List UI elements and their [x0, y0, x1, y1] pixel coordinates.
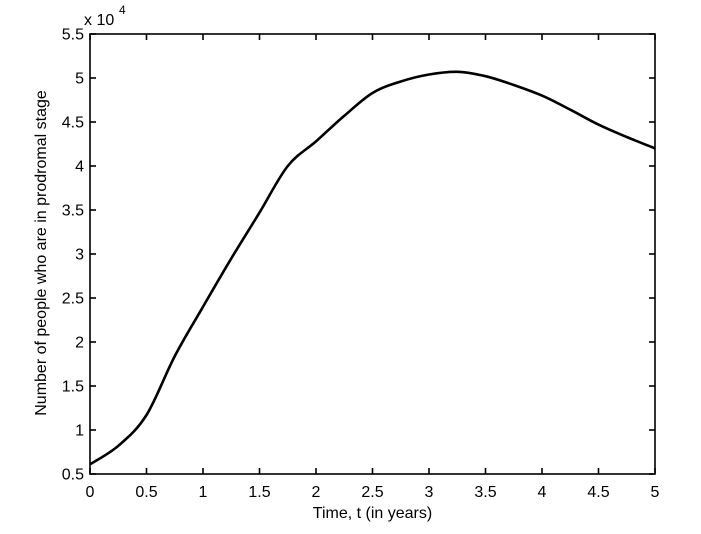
x-tick-label: 5 [651, 484, 660, 501]
y-tick-label: 4 [75, 159, 84, 176]
y-tick-label: 2 [75, 335, 84, 352]
y-axis-multiplier-base: x 10 [84, 12, 114, 29]
y-axis-label: Number of people who are in prodromal st… [33, 90, 50, 416]
y-tick-label: 1.5 [62, 379, 84, 396]
y-tick-label: 4.5 [62, 115, 84, 132]
series-curve-people-in-prodromal-stage [89, 70, 656, 466]
y-axis-multiplier-exponent: 4 [119, 3, 126, 17]
y-tick-label: 1 [75, 423, 84, 440]
chart-generated-layer: 0 0.5 1 1.5 2 2.5 3 3.5 4 4.5 50.511.522.533.544.5… [62, 27, 660, 502]
x-axis-label: Time, t (in years) [313, 505, 432, 522]
x-tick-label: 1 [199, 484, 208, 501]
axes-box [89, 33, 656, 475]
x-tick-label: 0 [86, 484, 95, 501]
x-tick-label: 2 [312, 484, 321, 501]
x-tick-label: 2.5 [361, 484, 383, 501]
y-tick-label: 2.5 [62, 291, 84, 308]
y-tick-label: 5.5 [62, 27, 84, 44]
x-tick-label: 3 [425, 484, 434, 501]
x-tick-label: 3.5 [474, 484, 496, 501]
x-tick-label: 0.5 [135, 484, 157, 501]
x-tick-label: 4 [538, 484, 547, 501]
y-tick-label: 0.5 [62, 467, 84, 484]
x-tick-label: 4.5 [587, 484, 609, 501]
x-tick-label: 1.5 [248, 484, 270, 501]
y-tick-label: 3.5 [62, 203, 84, 220]
y-tick-label: 5 [75, 71, 84, 88]
y-tick-label: 3 [75, 247, 84, 264]
